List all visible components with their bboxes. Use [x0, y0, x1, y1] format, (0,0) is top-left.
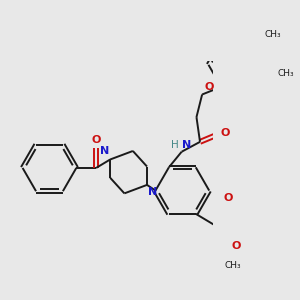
Text: O: O — [220, 128, 230, 138]
Text: CH₃: CH₃ — [264, 30, 281, 39]
Text: CH₃: CH₃ — [224, 261, 241, 270]
Text: N: N — [182, 140, 191, 150]
Text: H: H — [171, 140, 179, 150]
Text: O: O — [224, 193, 233, 203]
Text: N: N — [148, 187, 158, 197]
Text: N: N — [100, 146, 109, 156]
Text: O: O — [92, 135, 101, 145]
Text: O: O — [231, 242, 241, 251]
Text: CH₃: CH₃ — [277, 69, 294, 78]
Text: O: O — [204, 82, 214, 92]
